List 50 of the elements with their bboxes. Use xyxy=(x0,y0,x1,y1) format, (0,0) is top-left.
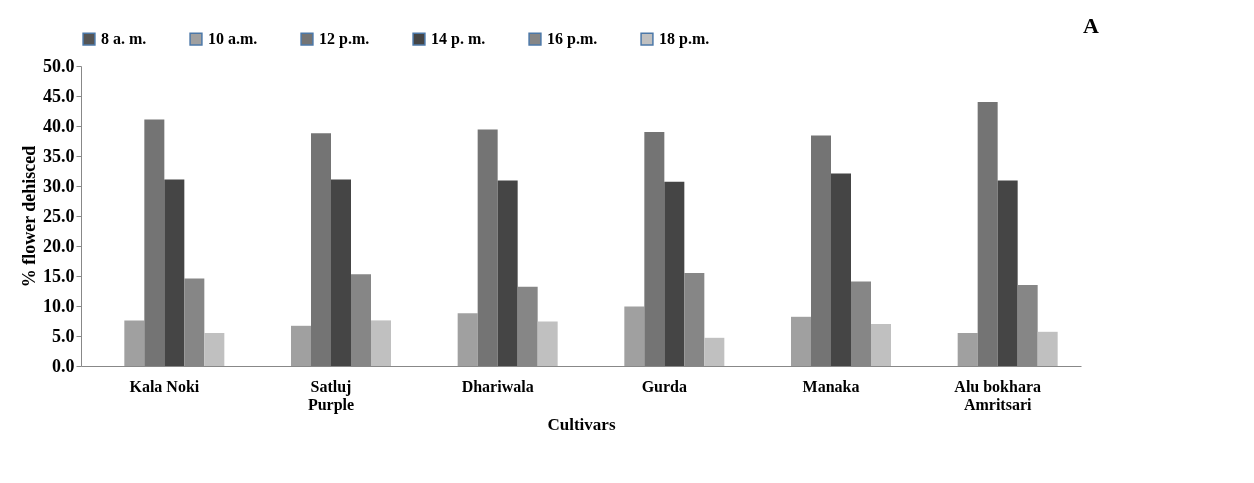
y-tick-label: 50.0 xyxy=(43,55,75,76)
bar xyxy=(477,129,498,366)
y-tick-label: 45.0 xyxy=(43,85,75,106)
y-tick-label: 15.0 xyxy=(43,265,75,286)
y-tick-label: 20.0 xyxy=(43,235,75,256)
bar xyxy=(204,333,225,366)
legend-label: 8 a. m. xyxy=(101,30,147,48)
bar xyxy=(331,179,351,366)
x-tick-label: Manaka xyxy=(802,377,860,395)
x-tick-label: Satluj Purple xyxy=(307,377,355,414)
legend-label: 18 p.m. xyxy=(659,30,710,49)
bar xyxy=(1037,331,1058,366)
bar xyxy=(497,180,518,366)
y-tick-label: 25.0 xyxy=(43,205,75,226)
text: A xyxy=(1083,13,1100,38)
bar xyxy=(371,320,391,366)
bar xyxy=(144,119,165,366)
x-tick-label: Kala Noki xyxy=(129,377,200,395)
bar xyxy=(124,320,145,366)
bar xyxy=(457,313,478,366)
bar xyxy=(311,133,331,366)
y-tick-label: 40.0 xyxy=(43,115,75,136)
x-tick-label: Dhariwala xyxy=(461,377,534,395)
legend-label: 16 p.m. xyxy=(547,30,598,49)
bar xyxy=(704,337,725,366)
bar xyxy=(997,180,1018,366)
bar xyxy=(537,321,558,366)
y-tick-label: 5.0 xyxy=(52,325,75,346)
bar xyxy=(831,173,851,366)
bar xyxy=(811,135,831,366)
x-tick-label: Alu bokhara Amritsari xyxy=(954,377,1042,413)
y-tick-label: 10.0 xyxy=(43,295,75,316)
bar xyxy=(291,325,311,366)
bar xyxy=(957,333,978,366)
legend-label: 12 p.m. xyxy=(319,30,370,49)
legend-label: 10 a.m. xyxy=(208,30,258,48)
y-tick-label: 35.0 xyxy=(43,145,75,166)
bar xyxy=(644,132,665,366)
bar xyxy=(871,324,891,366)
bar xyxy=(664,181,685,366)
legend-label: 14 p. m. xyxy=(431,30,486,49)
y-tick-label: 30.0 xyxy=(43,175,75,196)
x-axis-title: Cultivars xyxy=(547,414,616,434)
y-tick-label: 0.0 xyxy=(52,355,75,376)
x-tick-label: Gurda xyxy=(641,377,688,395)
y-axis-title: % flower dehisced xyxy=(19,145,39,288)
bar xyxy=(977,102,998,366)
bar xyxy=(791,316,811,366)
bar xyxy=(164,179,185,366)
bar xyxy=(624,306,645,366)
